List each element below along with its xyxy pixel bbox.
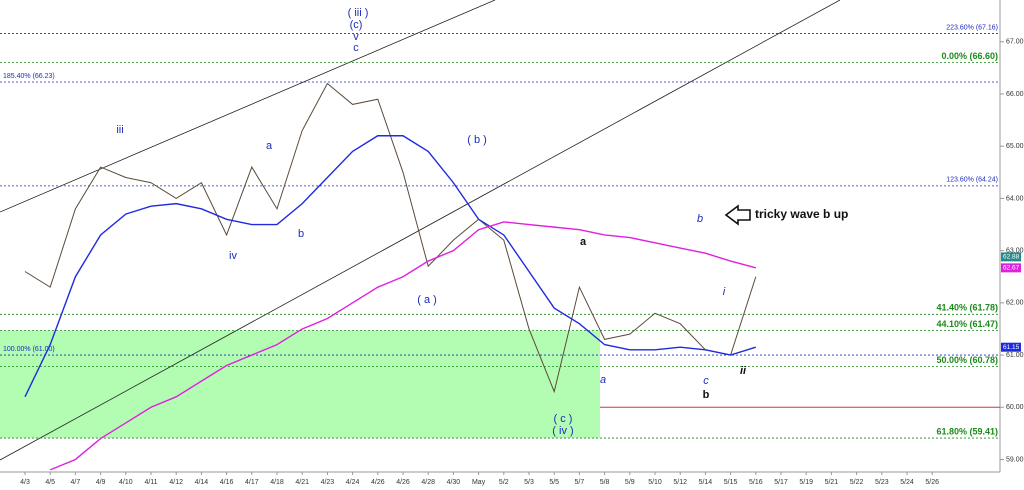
fib-label: 223.60% (67.16) [946, 24, 998, 31]
x-tick-label: 4/5 [45, 479, 55, 486]
x-tick-label: 4/3 [20, 479, 30, 486]
wave-label: b [703, 389, 710, 401]
x-tick-label: May [472, 479, 486, 486]
x-tick-label: 4/30 [447, 479, 461, 486]
x-tick-label: 5/9 [625, 479, 635, 486]
y-tick-label: 64.00 [1006, 195, 1024, 202]
x-tick-label: 5/24 [900, 479, 914, 486]
wave-label: ( c ) [554, 413, 573, 425]
x-tick-label: 5/26 [925, 479, 939, 486]
x-tick-label: 5/22 [850, 479, 864, 486]
y-tick-label: 63.00 [1006, 247, 1024, 254]
fib-label: 50.00% (60.78) [936, 355, 998, 365]
x-tick-label: 5/7 [575, 479, 585, 486]
price-tag-label: 61.15 [1003, 344, 1020, 351]
fib-label: 100.00% (61.00) [3, 346, 55, 353]
fib-label: 0.00% (66.60) [941, 51, 998, 61]
x-tick-label: 4/9 [96, 479, 106, 486]
x-tick-label: 4/26 [371, 479, 385, 486]
wave-label: ( iv ) [552, 425, 573, 437]
wave-label: i [723, 286, 726, 298]
x-tick-label: 4/16 [220, 479, 234, 486]
wave-label: ( b ) [467, 134, 487, 146]
wave-label: b [298, 228, 304, 240]
x-tick-label: 5/16 [749, 479, 763, 486]
x-tick-label: 4/7 [71, 479, 81, 486]
x-tick-label: 5/14 [699, 479, 713, 486]
y-tick-label: 59.00 [1006, 456, 1024, 463]
x-tick-label: 5/12 [673, 479, 687, 486]
x-tick-label: 4/12 [169, 479, 183, 486]
wave-label: ( iii ) [348, 7, 369, 19]
wave-label: a [600, 374, 606, 386]
wave-label: c [353, 42, 359, 54]
x-tick-label: 5/23 [875, 479, 889, 486]
wave-label: ( a ) [417, 294, 437, 306]
x-tick-label: 5/15 [724, 479, 738, 486]
x-tick-label: 5/19 [799, 479, 813, 486]
fib-label: 44.10% (61.47) [936, 319, 998, 329]
channel-line [0, 0, 496, 213]
fib-label: 123.60% (64.24) [946, 177, 998, 184]
series-line [24, 135, 757, 398]
wave-label: c [703, 375, 709, 387]
fib-label: 41.40% (61.78) [936, 303, 998, 313]
x-tick-label: 5/2 [499, 479, 509, 486]
channel-line [0, 0, 841, 461]
x-tick-label: 4/23 [321, 479, 335, 486]
wave-label: a [266, 140, 273, 152]
x-tick-label: 4/17 [245, 479, 259, 486]
wave-label: v [353, 31, 359, 43]
x-tick-label: 5/5 [549, 479, 559, 486]
x-tick-label: 4/28 [421, 479, 435, 486]
target-zone [0, 330, 600, 439]
wave-label: ii [740, 365, 747, 377]
x-tick-label: 5/17 [774, 479, 788, 486]
y-tick-label: 60.00 [1006, 404, 1024, 411]
y-tick-label: 62.00 [1006, 300, 1024, 307]
wave-label: (c) [350, 19, 363, 31]
x-tick-label: 4/11 [144, 479, 157, 486]
x-tick-label: 5/3 [524, 479, 534, 486]
y-tick-label: 61.00 [1006, 352, 1024, 359]
price-tag [1001, 342, 1021, 352]
price-tag-label: 62.88 [1003, 254, 1020, 261]
series-line [49, 221, 756, 471]
y-tick-label: 67.00 [1006, 39, 1024, 46]
x-tick-label: 4/24 [346, 479, 360, 486]
price-tag [1001, 263, 1021, 273]
x-tick-label: 4/26 [396, 479, 410, 486]
x-tick-label: 4/10 [119, 479, 133, 486]
wave-label: a [580, 236, 587, 248]
wave-label: iii [116, 124, 123, 136]
x-tick-label: 5/10 [648, 479, 662, 486]
x-tick-label: 4/18 [270, 479, 284, 486]
fib-label: 61.80% (59.41) [936, 426, 998, 436]
wave-label: b [697, 213, 703, 225]
y-tick-label: 66.00 [1006, 91, 1024, 98]
callout-arrow [724, 204, 751, 226]
x-tick-label: 4/21 [295, 479, 309, 486]
price-tag [1001, 252, 1021, 262]
fib-label: 185.40% (66.23) [3, 73, 55, 80]
x-tick-label: 5/21 [825, 479, 839, 486]
wave-label: iv [229, 250, 237, 262]
x-tick-label: 4/14 [195, 479, 209, 486]
x-tick-label: 5/8 [600, 479, 610, 486]
price-tag-label: 62.67 [1003, 265, 1020, 272]
y-tick-label: 65.00 [1006, 143, 1024, 150]
callout-text: tricky wave b up [755, 207, 848, 221]
